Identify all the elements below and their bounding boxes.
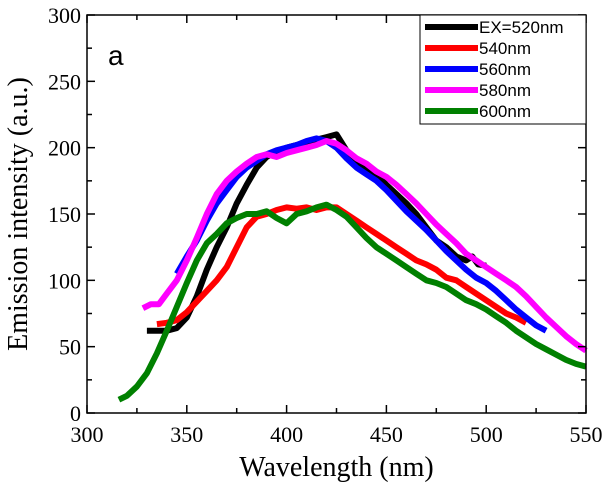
ticks-layer: 300 350 400 450 500 550 0 50 100 150 200 250 300 bbox=[48, 3, 603, 447]
series-layer bbox=[117, 131, 588, 403]
x-tick-label: 450 bbox=[370, 422, 403, 447]
legend-label: 600nm bbox=[479, 102, 531, 121]
y-tick-label: 200 bbox=[48, 136, 81, 161]
y-tick-label: 300 bbox=[48, 3, 81, 28]
x-tick-label: 350 bbox=[170, 422, 203, 447]
panel-label: a bbox=[108, 40, 124, 71]
x-tick-label: 550 bbox=[570, 422, 603, 447]
x-tick-label: 300 bbox=[71, 422, 104, 447]
x-axis-title: Wavelength (nm) bbox=[239, 452, 433, 483]
y-tick-label: 50 bbox=[59, 335, 81, 360]
y-tick-label: 0 bbox=[70, 401, 81, 426]
y-axis-title: Emission intensity (a.u.) bbox=[3, 77, 34, 351]
legend-label: EX=520nm bbox=[479, 18, 564, 37]
legend-label: 580nm bbox=[479, 81, 531, 100]
y-tick-label: 150 bbox=[48, 202, 81, 227]
x-tick-label: 500 bbox=[470, 422, 503, 447]
series-line-600nm bbox=[117, 201, 587, 403]
y-tick-label: 250 bbox=[48, 69, 81, 94]
x-tick-label: 400 bbox=[270, 422, 303, 447]
series-line-580nm bbox=[141, 138, 588, 354]
legend-label: 560nm bbox=[479, 60, 531, 79]
legend: EX=520nm 540nm 560nm 580nm 600nm bbox=[419, 14, 587, 125]
series-line-560nm bbox=[174, 135, 548, 334]
legend-label: 540nm bbox=[479, 39, 531, 58]
y-tick-label: 100 bbox=[48, 268, 81, 293]
series-line-540nm bbox=[156, 204, 528, 328]
